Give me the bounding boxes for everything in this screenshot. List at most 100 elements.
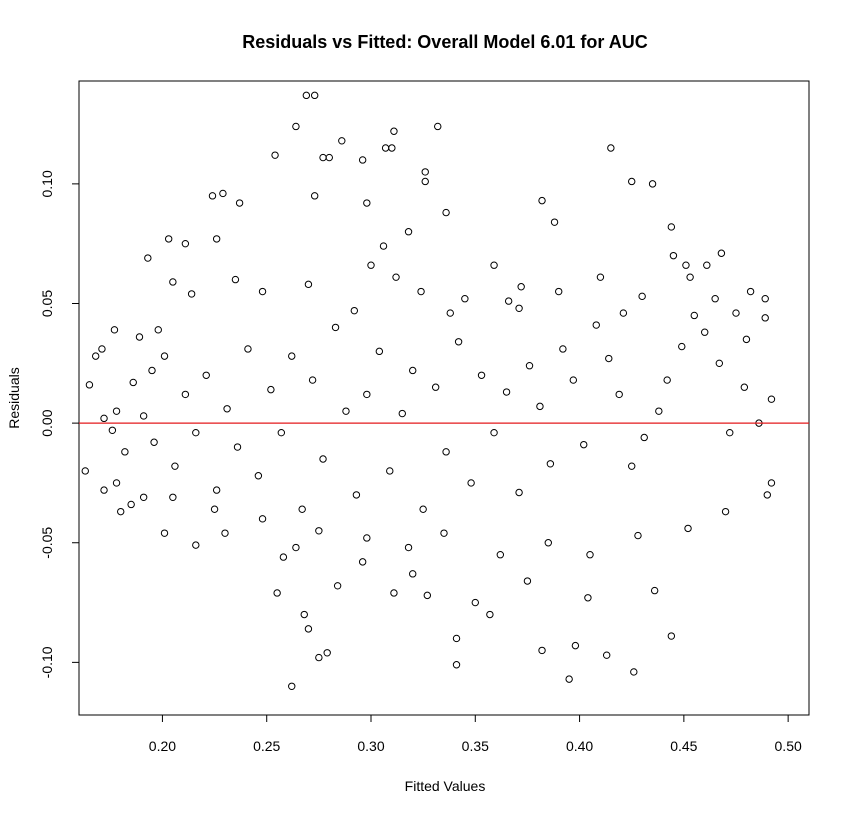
data-point [375,347,384,356]
data-point [210,505,219,513]
data-point [315,527,323,535]
data-point [323,649,331,657]
data-point [358,558,367,566]
data-point [100,486,108,494]
data-point [169,493,177,501]
data-point [258,287,267,296]
data-point [390,127,398,135]
data-point [440,529,448,537]
data-point [100,414,108,423]
data-point [763,491,771,499]
y-tick-label: -0.05 [39,527,55,559]
data-point [555,287,563,296]
data-point [363,534,371,542]
data-point [686,273,694,281]
data-point [452,634,461,643]
x-tick-label: 0.45 [670,738,697,754]
data-point [319,153,327,162]
data-point [615,390,623,399]
data-point [515,488,523,497]
data-point [446,309,454,317]
data-point [767,479,776,487]
data-point [208,192,217,200]
data-point [667,632,676,640]
data-point [404,543,413,552]
x-tick-label: 0.30 [357,738,384,754]
data-point [139,493,148,501]
data-point [98,345,106,353]
data-point [135,333,144,341]
data-point [267,385,275,394]
data-point [538,646,546,655]
data-point [233,443,242,451]
data-point [308,376,317,384]
data-point [350,306,359,315]
data-point [277,428,286,437]
data-point [231,275,240,284]
data-point [244,345,252,353]
chart-title: Residuals vs Fitted: Overall Model 6.01 … [242,32,647,52]
data-point [650,586,659,595]
data-point [154,326,162,334]
plot-frame [78,80,810,716]
data-point [129,378,137,387]
data-point [628,462,636,470]
data-point [409,366,417,375]
data-point [431,383,440,391]
data-point [690,311,698,320]
data-point [602,651,611,659]
x-tick-label: 0.35 [462,738,489,754]
x-tick-label: 0.25 [253,738,280,754]
data-point [546,460,555,468]
x-axis-label: Fitted Values [405,778,486,794]
data-point [565,675,573,683]
data-point [663,376,671,384]
data-point [638,292,646,301]
data-point [536,402,544,411]
data-point [144,254,152,262]
data-point [300,610,308,619]
data-point [392,273,400,281]
data-point [515,304,523,312]
data-point [304,280,313,289]
data-point [732,309,740,317]
data-point [273,589,281,597]
data-point [310,192,319,200]
data-point [525,362,534,370]
data-point [331,323,340,332]
data-point [302,91,311,100]
data-point [471,598,479,607]
data-point [148,366,156,375]
data-point [504,297,513,305]
data-point [112,407,121,415]
data-point [202,371,210,379]
data-point [342,407,350,415]
data-point [726,428,734,437]
data-point [379,242,388,250]
data-point [121,448,129,456]
data-point [271,151,279,159]
data-point [550,218,559,226]
data-point [490,428,498,437]
data-point [81,467,89,475]
data-point [721,507,730,516]
data-point [219,189,227,198]
data-point [434,122,442,131]
data-point [467,479,475,487]
data-point [655,407,663,415]
data-point [486,610,494,619]
data-point [254,472,263,480]
data-point [634,531,642,540]
data-point [288,682,296,690]
data-point [517,283,525,291]
data-point [452,661,461,669]
data-point [85,381,94,389]
data-point [315,653,323,662]
data-point [682,261,690,269]
data-point [477,371,486,379]
data-point [169,278,177,286]
y-tick-label: -0.10 [39,646,55,678]
data-point [212,486,221,494]
